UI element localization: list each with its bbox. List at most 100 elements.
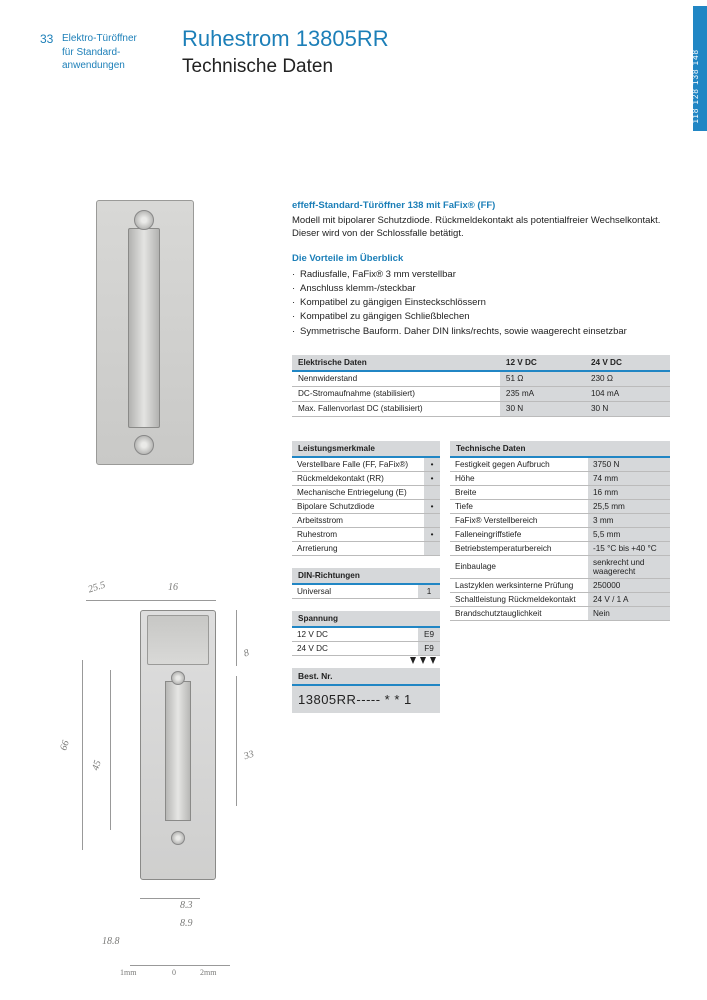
table-cell: Festigkeit gegen Aufbruch bbox=[450, 457, 588, 472]
table-cell: Höhe bbox=[450, 471, 588, 485]
table-row: Einbaulagesenkrecht und waagerecht bbox=[450, 555, 670, 578]
dim-label: 1mm bbox=[120, 968, 136, 977]
breadcrumb-line: Elektro-Türöffner bbox=[62, 32, 157, 46]
table-header: DIN-Richtungen bbox=[292, 568, 440, 584]
table-row: Breite16 mm bbox=[450, 485, 670, 499]
table-cell: Bipolare Schutzdiode bbox=[292, 499, 424, 513]
table-row: Max. Fallenvorlast DC (stabilisiert)30 N… bbox=[292, 401, 670, 416]
table-cell: Schaltleistung Rückmeldekontakt bbox=[450, 592, 588, 606]
table-cell: Breite bbox=[450, 485, 588, 499]
order-number-value: 13805RR----- * * 1 bbox=[292, 686, 440, 713]
table-cell: Nennwiderstand bbox=[292, 371, 500, 387]
screw-icon bbox=[134, 210, 154, 230]
table-row: 24 V DCF9 bbox=[292, 641, 440, 655]
table-header: Elektrische Daten bbox=[292, 355, 500, 371]
table-cell: 235 mA bbox=[500, 386, 585, 401]
technical-drawing: 25.5 16 8 33 66 45 8.3 8.9 18.8 1mm 0 2m… bbox=[30, 570, 285, 985]
table-cell: 30 N bbox=[500, 401, 585, 416]
table-row: FaFix® Verstellbereich3 mm bbox=[450, 513, 670, 527]
arrow-down-icon bbox=[430, 657, 436, 664]
order-number-block: Best. Nr. 13805RR----- * * 1 bbox=[292, 668, 440, 713]
table-header: Technische Daten bbox=[450, 441, 670, 457]
table-row: Ruhestrom• bbox=[292, 527, 440, 541]
table-row: Nennwiderstand51 Ω230 Ω bbox=[292, 371, 670, 387]
page-subtitle: Technische Daten bbox=[182, 56, 389, 78]
table-cell: • bbox=[424, 527, 440, 541]
title-block: Ruhestrom 13805RR Technische Daten bbox=[182, 26, 389, 78]
table-cell: F9 bbox=[418, 641, 440, 655]
table-cell: 25,5 mm bbox=[588, 499, 670, 513]
table-row: Schaltleistung Rückmeldekontakt24 V / 1 … bbox=[450, 592, 670, 606]
table-cell: Rückmeldekontakt (RR) bbox=[292, 471, 424, 485]
table-row: Arbeitsstrom bbox=[292, 513, 440, 527]
table-cell: Max. Fallenvorlast DC (stabilisiert) bbox=[292, 401, 500, 416]
page-number: 33 bbox=[40, 32, 53, 46]
table-cell: Ruhestrom bbox=[292, 527, 424, 541]
electrical-table: Elektrische Daten12 V DC24 V DC Nennwide… bbox=[292, 355, 670, 417]
advantage-item: Anschluss klemm-/steckbar bbox=[292, 282, 670, 296]
advantage-item: Symmetrische Bauform. Daher DIN links/re… bbox=[292, 325, 670, 339]
drawing-body bbox=[140, 610, 216, 880]
table-header: 12 V DC bbox=[500, 355, 585, 371]
table-cell: Nein bbox=[588, 606, 670, 620]
selector-arrows bbox=[292, 656, 440, 664]
breadcrumb-line: für Standard- bbox=[62, 46, 157, 60]
table-row: Lastzyklen werksinterne Prüfung250000 bbox=[450, 578, 670, 592]
dim-label: 33 bbox=[243, 749, 256, 763]
table-row: Festigkeit gegen Aufbruch3750 N bbox=[450, 457, 670, 472]
table-cell: • bbox=[424, 457, 440, 472]
table-row: Verstellbare Falle (FF, FaFix®)• bbox=[292, 457, 440, 472]
intro-text: Modell mit bipolarer Schutzdiode. Rückme… bbox=[292, 215, 670, 241]
order-number-label: Best. Nr. bbox=[292, 668, 440, 686]
table-cell: 30 N bbox=[585, 401, 670, 416]
table-cell: 12 V DC bbox=[292, 627, 418, 642]
breadcrumb-line: anwendungen bbox=[62, 59, 157, 73]
table-cell: 3 mm bbox=[588, 513, 670, 527]
table-row: DC-Stromaufnahme (stabilisiert)235 mA104… bbox=[292, 386, 670, 401]
breadcrumb: Elektro-Türöffner für Standard- anwendun… bbox=[62, 32, 157, 73]
table-cell: • bbox=[424, 471, 440, 485]
table-cell: Lastzyklen werksinterne Prüfung bbox=[450, 578, 588, 592]
dim-label: 45 bbox=[90, 759, 104, 772]
table-row: Betriebstemperaturbereich-15 °C bis +40 … bbox=[450, 541, 670, 555]
screw-icon bbox=[171, 831, 185, 845]
arrow-down-icon bbox=[410, 657, 416, 664]
table-header: Spannung bbox=[292, 611, 440, 627]
dim-label: 8.9 bbox=[180, 918, 193, 929]
table-cell: Verstellbare Falle (FF, FaFix®) bbox=[292, 457, 424, 472]
product-image bbox=[96, 200, 194, 465]
features-table: Leistungsmerkmale Verstellbare Falle (FF… bbox=[292, 441, 440, 556]
table-cell bbox=[424, 485, 440, 499]
advantages-list: Radiusfalle, FaFix® 3 mm verstellbarAnsc… bbox=[292, 268, 670, 339]
page-title: Ruhestrom 13805RR bbox=[182, 26, 389, 52]
table-cell: 230 Ω bbox=[585, 371, 670, 387]
content-column: effeff-Standard-Türöffner 138 mit FaFix®… bbox=[292, 200, 670, 713]
table-cell: 24 V / 1 A bbox=[588, 592, 670, 606]
dim-label: 0 bbox=[172, 968, 176, 977]
table-cell: Betriebstemperaturbereich bbox=[450, 541, 588, 555]
table-row: Tiefe25,5 mm bbox=[450, 499, 670, 513]
table-cell: 3750 N bbox=[588, 457, 670, 472]
table-cell bbox=[424, 513, 440, 527]
table-row: Höhe74 mm bbox=[450, 471, 670, 485]
table-cell: Einbaulage bbox=[450, 555, 588, 578]
dim-label: 66 bbox=[58, 739, 72, 752]
dim-label: 8.3 bbox=[180, 900, 193, 911]
section-tab-label: 118 128 138 148 bbox=[691, 49, 700, 123]
table-row: Rückmeldekontakt (RR)• bbox=[292, 471, 440, 485]
table-cell: E9 bbox=[418, 627, 440, 642]
table-row: Mechanische Entriegelung (E) bbox=[292, 485, 440, 499]
table-cell: 74 mm bbox=[588, 471, 670, 485]
table-cell: 250000 bbox=[588, 578, 670, 592]
table-cell: senkrecht und waagerecht bbox=[588, 555, 670, 578]
table-row: Falleneingriffstiefe5,5 mm bbox=[450, 527, 670, 541]
dim-label: 8 bbox=[242, 647, 250, 659]
dim-label: 25.5 bbox=[87, 580, 107, 596]
intro-heading: effeff-Standard-Türöffner 138 mit FaFix®… bbox=[292, 200, 670, 211]
product-slot bbox=[128, 228, 160, 428]
section-tab: 118 128 138 148 bbox=[693, 6, 707, 131]
table-row: BrandschutztauglichkeitNein bbox=[450, 606, 670, 620]
table-header: 24 V DC bbox=[585, 355, 670, 371]
voltage-table: Spannung 12 V DCE924 V DCF9 bbox=[292, 611, 440, 656]
table-cell bbox=[424, 541, 440, 555]
